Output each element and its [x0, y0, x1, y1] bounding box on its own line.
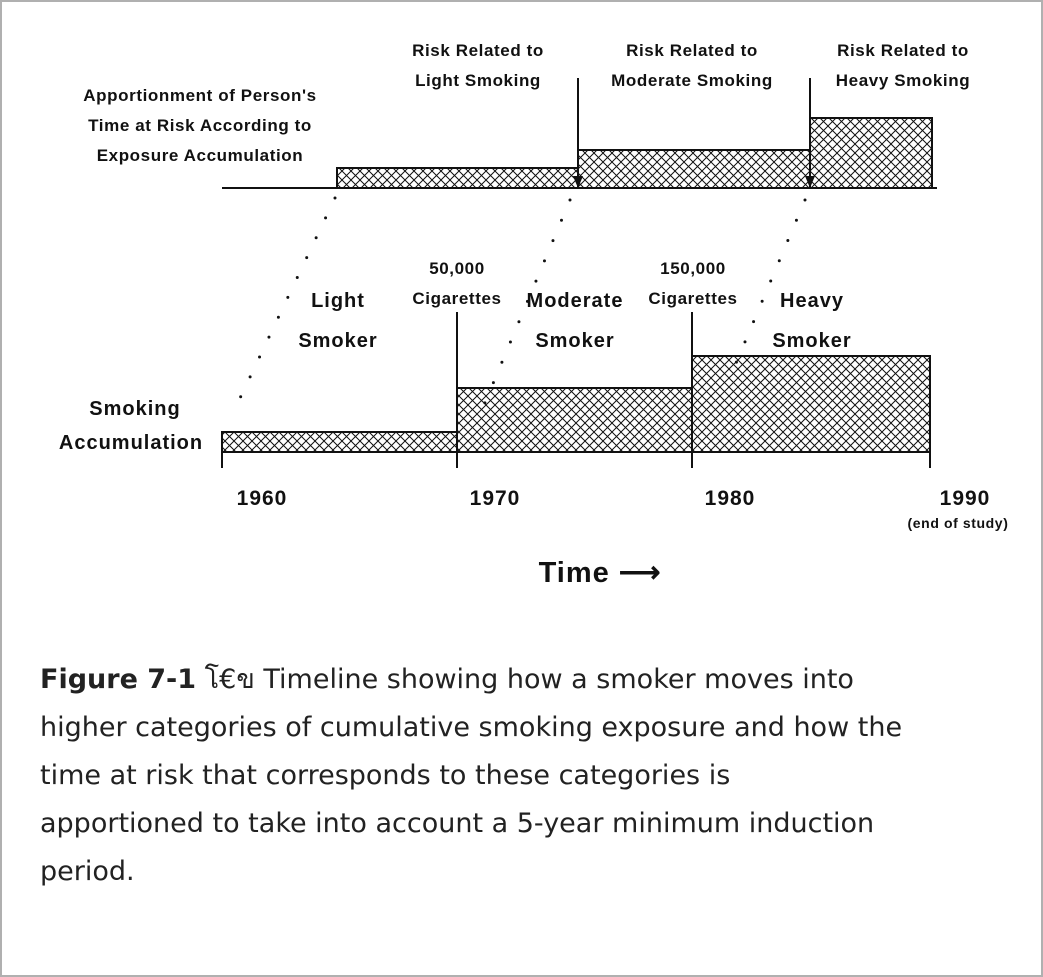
year-label: 1960	[237, 487, 288, 510]
caption-line: higher categories of cumulative smoking …	[40, 712, 902, 743]
label: Smoker	[298, 330, 377, 352]
caption: Figure 7-1 โ€ข Timeline showing how a sm…	[40, 664, 902, 887]
year-label: 1970	[470, 487, 521, 510]
caption-line: Figure 7-1 โ€ข Timeline showing how a sm…	[40, 664, 854, 695]
year-label: 1990	[940, 487, 991, 510]
ticks	[221, 432, 931, 468]
bar-light-risk	[336, 167, 579, 189]
label: Light Smoking	[415, 71, 541, 90]
bar-heavy-risk	[809, 117, 933, 189]
label: Exposure Accumulation	[97, 146, 304, 165]
label: Cigarettes	[648, 289, 737, 308]
dotted-connector	[482, 198, 572, 407]
axis-title: Time ⟶	[539, 557, 662, 589]
caption-text: โ€ข Timeline showing how a smoker moves …	[205, 664, 854, 695]
label: Risk Related to	[837, 41, 969, 60]
label: Moderate	[527, 290, 624, 312]
label: Accumulation	[59, 432, 203, 454]
label: Heavy	[780, 290, 844, 312]
label: Heavy Smoking	[836, 71, 970, 90]
label: 50,000	[429, 259, 485, 278]
caption-label: Figure 7-1	[40, 664, 196, 695]
bar-moderate-risk	[577, 149, 811, 189]
label: Moderate Smoking	[611, 71, 773, 90]
label: Light	[311, 290, 365, 312]
bar-moderate	[456, 387, 693, 453]
label: Risk Related to	[626, 41, 758, 60]
label: Smoker	[535, 330, 614, 352]
label: Time at Risk According to	[88, 116, 312, 135]
label: Risk Related to	[412, 41, 544, 60]
caption-line: apportioned to take into account a 5-yea…	[40, 808, 874, 839]
year-label: 1980	[705, 487, 756, 510]
bar-light	[221, 431, 458, 453]
bar-heavy	[691, 355, 931, 453]
caption-line: period.	[40, 856, 135, 887]
arrow	[573, 78, 583, 188]
label: Apportionment of Person's	[83, 86, 316, 105]
label: Smoker	[772, 330, 851, 352]
label: 150,000	[660, 259, 726, 278]
label: Smoking	[89, 398, 180, 420]
arrow	[805, 78, 815, 188]
end-note: (end of study)	[908, 515, 1009, 531]
label: Cigarettes	[412, 289, 501, 308]
caption-line: time at risk that corresponds to these c…	[40, 760, 730, 791]
